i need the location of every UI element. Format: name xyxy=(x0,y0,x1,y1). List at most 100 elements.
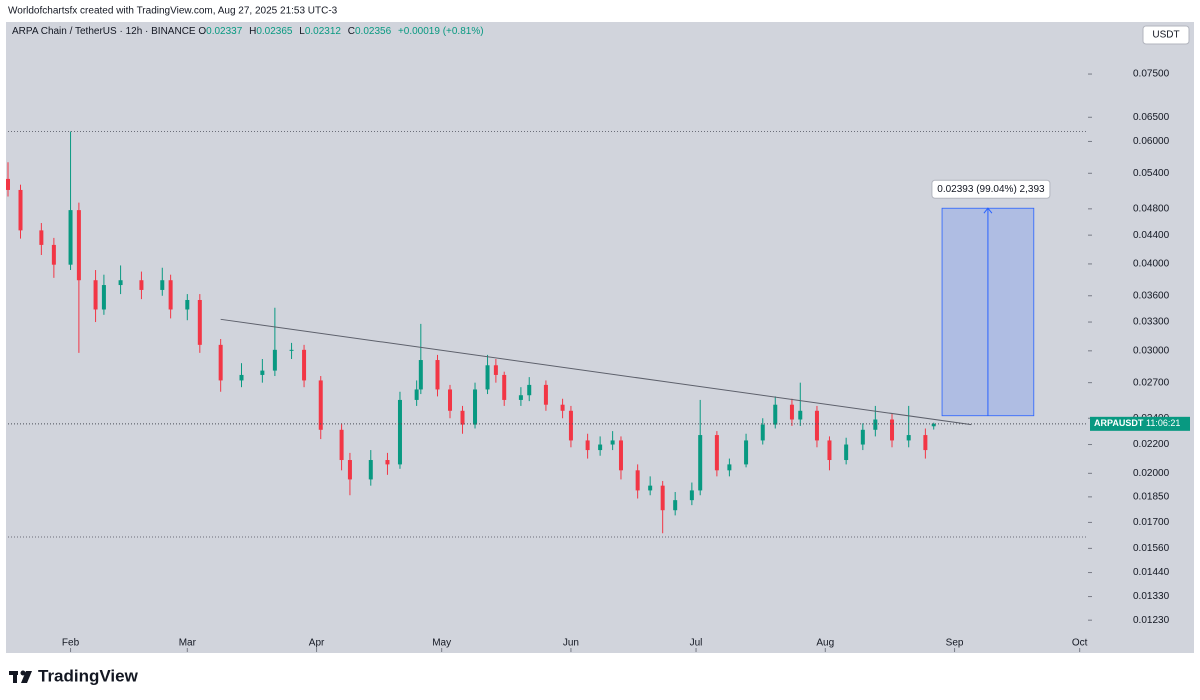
candle-body xyxy=(827,440,832,461)
price-axis xyxy=(1088,22,1194,653)
candle-body xyxy=(397,399,402,465)
candle-body xyxy=(160,280,165,290)
low-value: 0.02312 xyxy=(304,26,341,37)
currency-label[interactable]: USDT xyxy=(1152,30,1179,41)
currency-button[interactable] xyxy=(1142,25,1190,45)
candle-body xyxy=(860,429,865,445)
candle-body xyxy=(435,360,440,390)
y-tick-label: 0.04400 xyxy=(1133,230,1170,241)
candle-body xyxy=(485,365,490,390)
measure-label: 0.02393 (99.04%) 2,393 xyxy=(937,184,1045,195)
y-tick-label: 0.07500 xyxy=(1133,69,1170,80)
change: +0.00019 (+0.81%) xyxy=(397,26,484,37)
candle-body xyxy=(814,410,819,441)
candle-body xyxy=(568,410,573,441)
candle-body xyxy=(418,360,423,390)
x-tick-label: May xyxy=(432,638,451,649)
key: O xyxy=(198,26,207,37)
candle-body xyxy=(773,404,778,425)
y-tick-label: 0.03600 xyxy=(1133,290,1170,301)
candle-body xyxy=(518,395,523,400)
y-tick-label: 0.02000 xyxy=(1133,468,1170,479)
y-tick-label: 0.01700 xyxy=(1133,517,1170,528)
logo xyxy=(9,670,32,683)
candle-body xyxy=(197,299,202,345)
measure-arrow-head xyxy=(983,207,993,214)
candle-body xyxy=(218,344,223,381)
candle-body xyxy=(368,460,373,480)
symbol: ARPA Chain / TetherUS · 12h · BINANCE xyxy=(12,26,196,37)
header: Worldofchartsfx created with TradingView… xyxy=(8,6,338,17)
candle-body xyxy=(873,419,878,430)
candle-body xyxy=(289,349,294,351)
candle-body xyxy=(39,230,44,245)
candle-body xyxy=(673,500,678,511)
y-tick-label: 0.01330 xyxy=(1133,591,1170,602)
close-value: 0.02356 xyxy=(355,26,392,37)
measure-label-box xyxy=(931,179,1051,199)
candle-body xyxy=(272,349,277,371)
candle-body xyxy=(51,244,56,265)
candle-body xyxy=(473,389,478,425)
candle-body xyxy=(560,404,565,411)
legend: ARPA Chain / TetherUS · 12h · BINANCE O0… xyxy=(12,26,488,37)
candle-body xyxy=(185,299,190,310)
y-tick-label: 0.03000 xyxy=(1133,345,1170,356)
candle-body xyxy=(527,384,532,396)
candle-body xyxy=(6,178,10,190)
candle-body xyxy=(618,440,623,471)
key: C xyxy=(347,26,355,37)
x-tick-label: Jul xyxy=(690,638,703,649)
candle-body xyxy=(448,389,453,411)
candle-body xyxy=(93,280,98,310)
candle-body xyxy=(698,435,703,491)
y-tick-label: 0.06500 xyxy=(1133,112,1170,123)
countdown: 11:06:21 xyxy=(1146,418,1180,428)
candle-body xyxy=(689,490,694,501)
candle-body xyxy=(890,419,895,441)
candle-body xyxy=(385,460,390,465)
x-tick-label: Apr xyxy=(309,638,325,649)
candle-body xyxy=(585,440,590,451)
key: H xyxy=(249,26,257,37)
y-tick-label: 0.01230 xyxy=(1133,615,1170,626)
y-tick-label: 0.04800 xyxy=(1133,203,1170,214)
candle-body xyxy=(239,374,244,381)
candle-body xyxy=(789,404,794,420)
y-tick-label: 0.06000 xyxy=(1133,136,1170,147)
candle-body xyxy=(339,429,344,461)
candle-body xyxy=(598,444,603,451)
candle-body xyxy=(635,470,640,491)
candle-body xyxy=(798,410,803,420)
candle-body xyxy=(76,210,81,281)
trendline xyxy=(220,318,972,426)
candle-body xyxy=(18,189,23,231)
candle-body xyxy=(660,485,665,511)
footer-brand: TradingView xyxy=(38,666,139,685)
candle-body xyxy=(760,424,765,441)
y-tick-label: 0.03300 xyxy=(1133,317,1170,328)
candle-body xyxy=(347,460,352,480)
candle-body xyxy=(318,380,323,430)
high-value: 0.02365 xyxy=(256,26,293,37)
candle-body xyxy=(139,280,144,290)
candle-body xyxy=(460,410,465,425)
candle-body xyxy=(610,440,615,445)
y-tick-label: 0.02700 xyxy=(1133,377,1170,388)
y-tick-label: 0.04000 xyxy=(1133,259,1170,270)
y-tick-label: 0.01440 xyxy=(1133,567,1170,578)
x-tick-label: Oct xyxy=(1072,638,1088,649)
candle-body xyxy=(493,365,498,375)
x-tick-label: Feb xyxy=(62,638,80,649)
open-value: 0.02337 xyxy=(206,26,243,37)
candle-body xyxy=(260,370,265,375)
candle-body xyxy=(414,389,419,400)
x-tick-label: Mar xyxy=(179,638,197,649)
candle-body xyxy=(923,435,928,451)
y-tick-label: 0.01560 xyxy=(1133,543,1170,554)
x-tick-label: Jun xyxy=(563,638,579,649)
last-symbol: ARPAUSDT xyxy=(1094,418,1144,428)
candle-body xyxy=(118,280,123,286)
